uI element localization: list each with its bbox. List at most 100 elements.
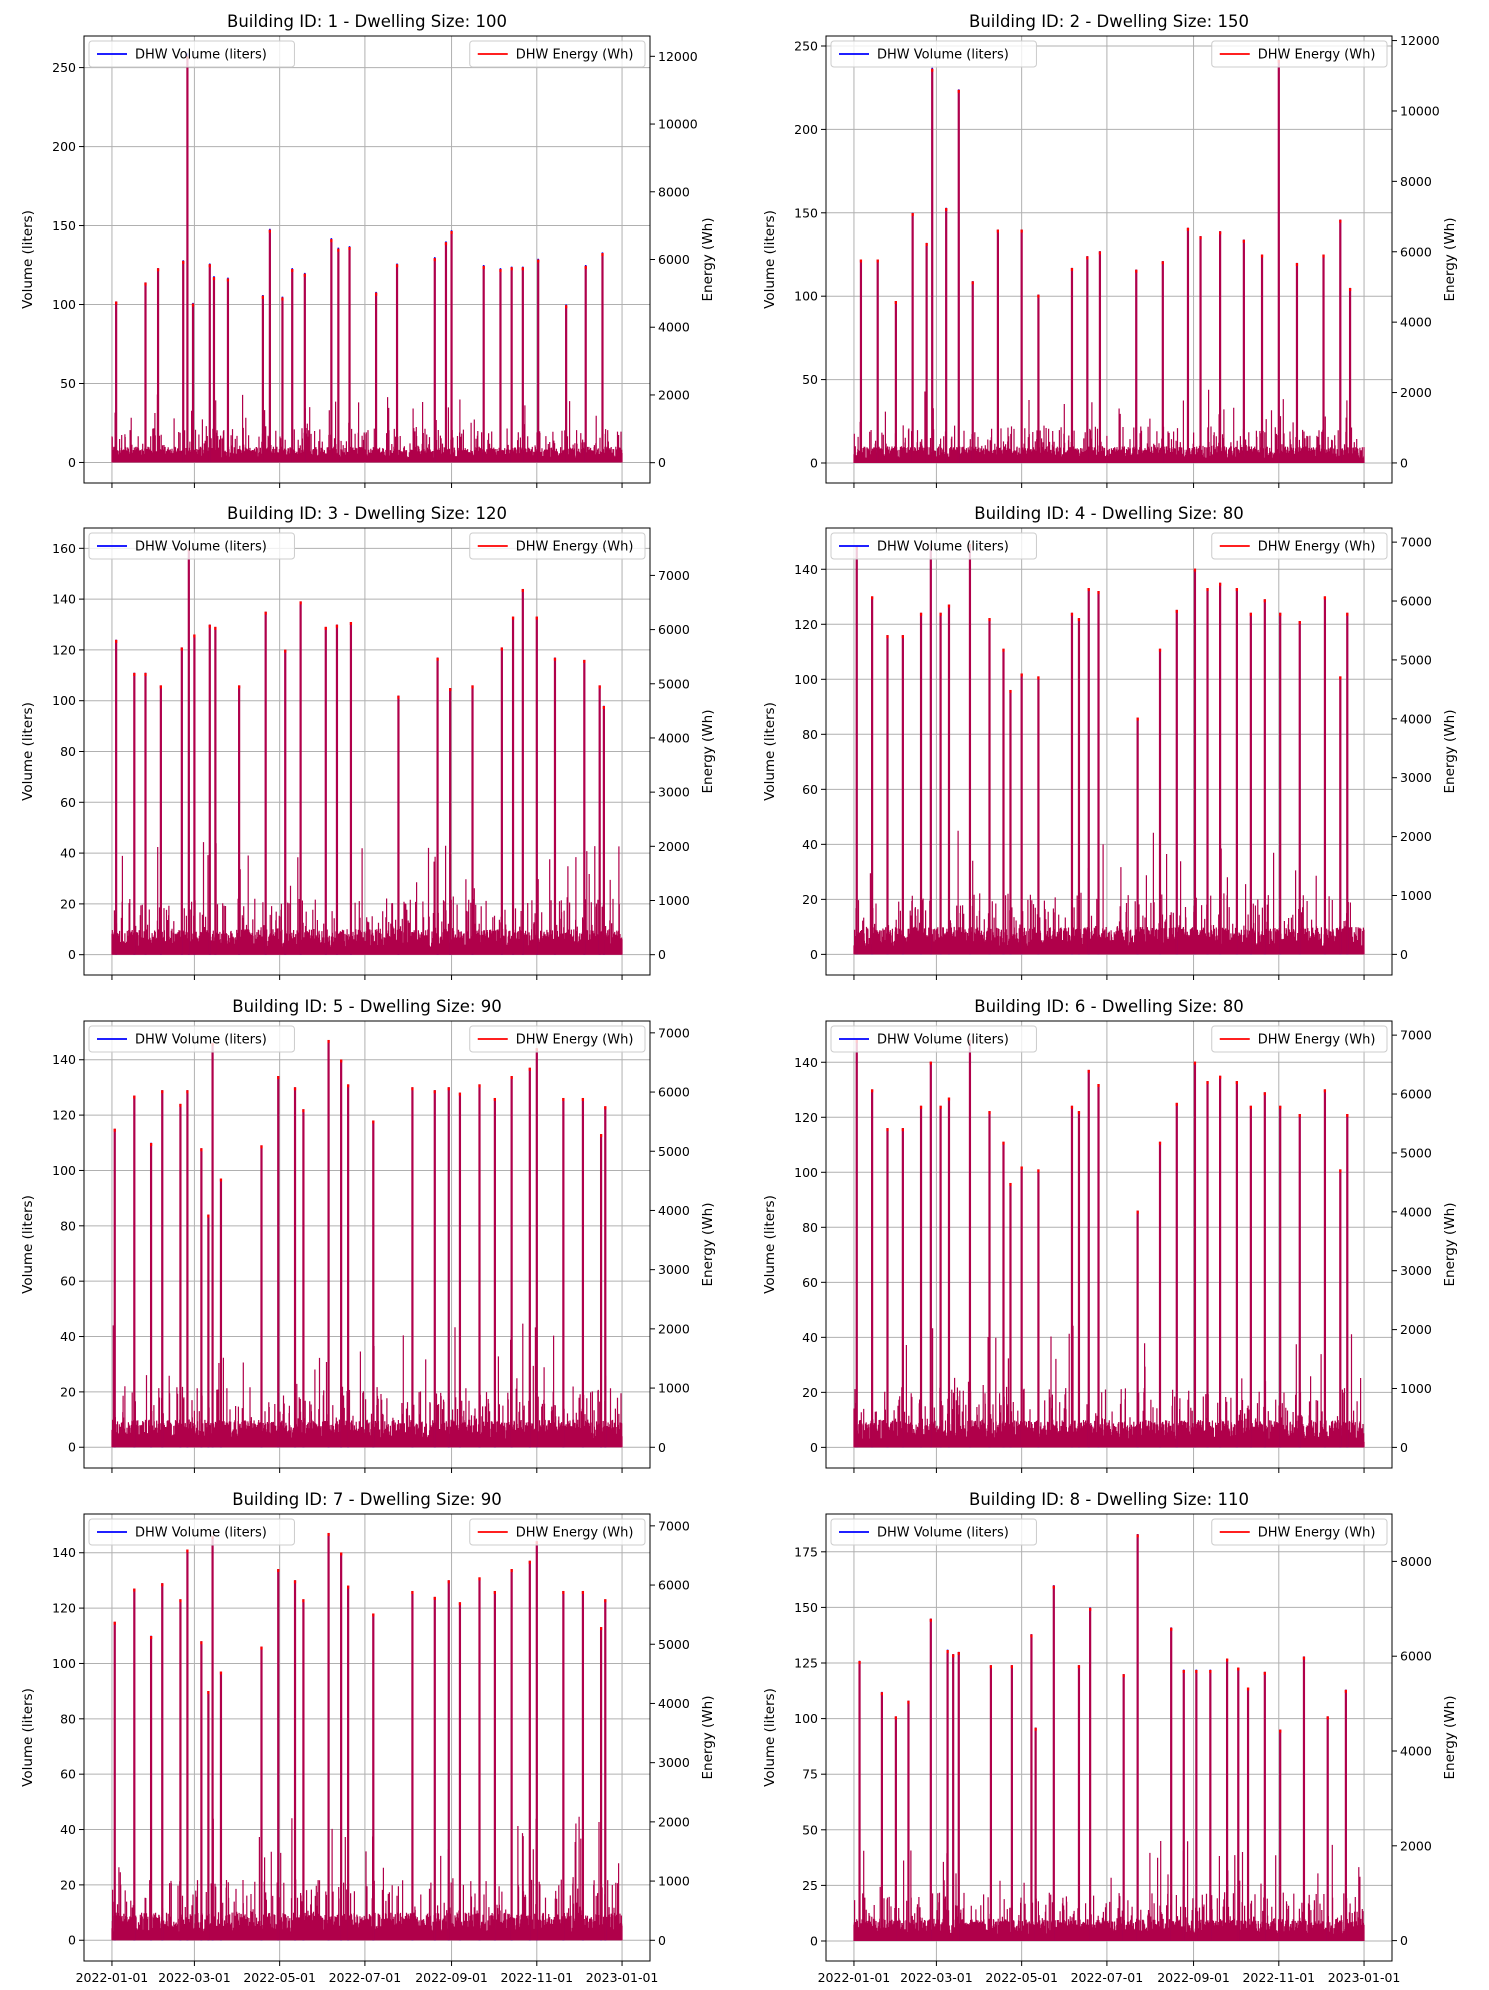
y2-tick-label: 0 xyxy=(658,947,666,962)
y-axis-label: Volume (liters) xyxy=(762,702,778,801)
y2-tick-label: 2000 xyxy=(1400,829,1432,844)
y2-tick-label: 6000 xyxy=(658,1578,690,1593)
x-tick-label: 2022-09-01 xyxy=(415,1970,488,1985)
y-tick-label: 160 xyxy=(52,541,76,556)
y-tick-label: 120 xyxy=(52,1108,76,1123)
axes-frame xyxy=(825,527,1393,976)
y-tick-label: 140 xyxy=(794,562,818,577)
legend-label: DHW Volume (liters) xyxy=(877,1526,1009,1541)
legend-energy: DHW Energy (Wh) xyxy=(1211,1025,1388,1053)
y-tick-label: 0 xyxy=(68,455,76,470)
y-tick-label: 25 xyxy=(802,1878,818,1893)
y2-tick-label: 0 xyxy=(658,455,666,470)
series-energy xyxy=(855,1039,1349,1448)
legend-volume: DHW Volume (liters) xyxy=(830,1518,1037,1546)
chart-panel-8: Building ID: 8 - Dwelling Size: 110 2022-… xyxy=(762,1490,1458,1985)
y-tick-label: 80 xyxy=(802,727,818,742)
y2-tick-label: 2000 xyxy=(658,1321,690,1336)
legend-box xyxy=(830,1518,1037,1546)
y-tick-label: 20 xyxy=(802,1385,818,1400)
y-tick-label: 100 xyxy=(52,693,76,708)
y2-tick-label: 6000 xyxy=(658,252,690,267)
y2-tick-label: 8000 xyxy=(1400,174,1432,189)
y2-tick-label: 8000 xyxy=(1400,1554,1432,1569)
plot-area xyxy=(111,1039,623,1448)
chart-panel-1: Building ID: 1 - Dwelling Size: 100 0 50 10… xyxy=(20,12,716,488)
axes-frame xyxy=(83,1020,651,1469)
y-tick-label: 20 xyxy=(60,1384,76,1399)
chart-title: Building ID: 7 - Dwelling Size: 90 xyxy=(232,1490,501,1509)
x-tick-label: 2022-03-01 xyxy=(900,1970,973,1985)
y2-axis-label: Energy (Wh) xyxy=(700,710,716,794)
y-tick-label: 80 xyxy=(60,1711,76,1726)
y-tick-label: 50 xyxy=(60,376,76,391)
y2-tick-label: 2000 xyxy=(1400,385,1432,400)
y-tick-label: 60 xyxy=(60,1767,76,1782)
legend-volume: DHW Volume (liters) xyxy=(88,532,295,560)
y2-axis-label: Energy (Wh) xyxy=(1442,1696,1458,1780)
chart-panel-3: Building ID: 3 - Dwelling Size: 120 0 20 40… xyxy=(20,504,716,980)
x-tick-label: 2023-01-01 xyxy=(1328,1970,1401,1985)
legend-label: DHW Energy (Wh) xyxy=(516,48,634,63)
legend-box xyxy=(88,1518,295,1546)
y2-tick-label: 4000 xyxy=(658,730,690,745)
y-tick-label: 120 xyxy=(794,1110,818,1125)
y2-tick-label: 0 xyxy=(1400,947,1408,962)
panels: Building ID: 1 - Dwelling Size: 100 0 50 10… xyxy=(20,12,1458,1985)
y2-tick-label: 4000 xyxy=(1400,1204,1432,1219)
y2-tick-label: 4000 xyxy=(658,320,690,335)
legend-label: DHW Volume (liters) xyxy=(877,1033,1009,1048)
y2-tick-label: 4000 xyxy=(1400,315,1432,330)
legend-label: DHW Volume (liters) xyxy=(135,540,267,555)
y-tick-label: 250 xyxy=(794,39,818,54)
chart-title: Building ID: 3 - Dwelling Size: 120 xyxy=(227,504,507,523)
y-tick-label: 150 xyxy=(794,205,818,220)
y2-tick-label: 4000 xyxy=(658,1203,690,1218)
axes-frame xyxy=(825,35,1393,484)
y2-tick-label: 5000 xyxy=(658,1144,690,1159)
plot-area xyxy=(853,1039,1365,1448)
y2-tick-label: 6000 xyxy=(1400,1649,1432,1664)
x-tick-label: 2022-11-01 xyxy=(1242,1970,1315,1985)
y2-tick-label: 6000 xyxy=(1400,244,1432,259)
series-noise xyxy=(111,1816,623,1941)
chart-title: Building ID: 6 - Dwelling Size: 80 xyxy=(974,997,1243,1016)
chart-title: Building ID: 2 - Dwelling Size: 150 xyxy=(969,12,1249,31)
y-tick-label: 40 xyxy=(60,846,76,861)
plot-area xyxy=(853,543,1365,955)
y-axis-label: Volume (liters) xyxy=(762,1688,778,1787)
y2-tick-label: 7000 xyxy=(1400,535,1432,550)
y-tick-label: 200 xyxy=(52,139,76,154)
plot-area xyxy=(853,59,1365,463)
series-energy xyxy=(858,1534,1347,1941)
y-tick-label: 100 xyxy=(794,672,818,687)
y-tick-label: 80 xyxy=(802,1220,818,1235)
y2-tick-label: 10000 xyxy=(1400,103,1440,118)
legend-box xyxy=(1211,1025,1388,1053)
y-tick-label: 60 xyxy=(60,795,76,810)
legend-energy: DHW Energy (Wh) xyxy=(469,532,646,560)
legend-label: DHW Energy (Wh) xyxy=(1258,1033,1376,1048)
y2-tick-label: 1000 xyxy=(658,1874,690,1889)
y-tick-label: 200 xyxy=(794,122,818,137)
axes-frame xyxy=(83,35,651,484)
y-tick-label: 150 xyxy=(52,218,76,233)
y-tick-label: 0 xyxy=(810,1440,818,1455)
y2-tick-label: 7000 xyxy=(1400,1028,1432,1043)
y-tick-label: 120 xyxy=(52,1601,76,1616)
y-tick-label: 100 xyxy=(52,1656,76,1671)
y2-tick-label: 0 xyxy=(658,1933,666,1948)
y-tick-label: 0 xyxy=(810,1933,818,1948)
series-energy xyxy=(859,59,1352,463)
y-tick-label: 75 xyxy=(802,1767,818,1782)
x-tick-label: 2022-05-01 xyxy=(243,1970,316,1985)
legend-box xyxy=(469,532,646,560)
y-tick-label: 0 xyxy=(810,455,818,470)
legend-label: DHW Volume (liters) xyxy=(877,540,1009,555)
legend-box xyxy=(88,532,295,560)
y2-tick-label: 3000 xyxy=(658,785,690,800)
y2-tick-label: 0 xyxy=(1400,1933,1408,1948)
y-tick-label: 0 xyxy=(810,947,818,962)
y2-tick-label: 3000 xyxy=(658,1262,690,1277)
